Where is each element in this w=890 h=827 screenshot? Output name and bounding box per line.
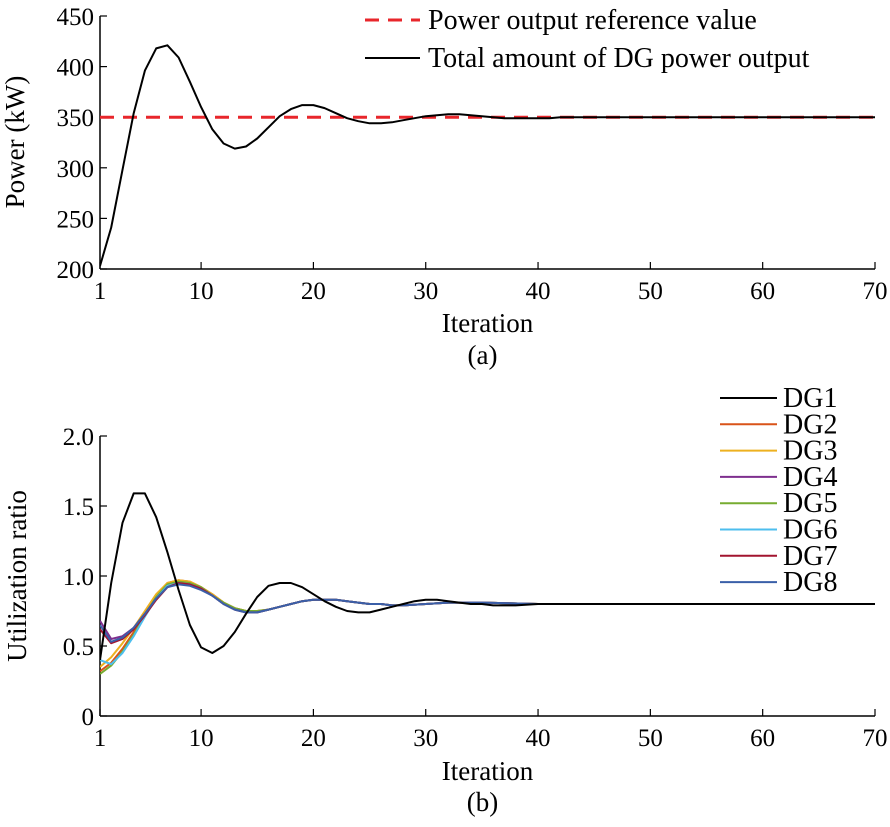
legend-label: DG7 [783,541,837,572]
x-tick-label: 1 [94,278,107,305]
x-tick-label: 10 [189,725,214,752]
panel-caption: (a) [468,340,498,370]
legend-label: DG3 [783,436,837,467]
y-tick-label: 300 [57,156,95,183]
x-axis-label: Iteration [442,308,534,338]
x-tick-label: 70 [863,725,888,752]
panel-caption: (b) [467,787,498,817]
x-tick-label: 10 [189,278,214,305]
series-line-total-amount-of-dg-power-output [100,44,875,267]
y-tick-label: 0 [82,704,95,731]
x-tick-label: 60 [750,725,775,752]
x-tick-label: 30 [413,725,438,752]
legend-label: DG8 [783,567,837,598]
x-tick-label: 40 [526,278,551,305]
x-tick-label: 1 [94,725,107,752]
y-tick-label: 400 [57,55,95,82]
series-line-dg2 [100,579,875,672]
legend: Power output reference value Total amount… [365,5,810,74]
x-tick-label: 20 [301,725,326,752]
series-line-dg7 [100,582,875,645]
series-line-dg5 [100,580,875,675]
series-line-dg1 [100,492,875,661]
series-line-dg4 [100,582,875,640]
series-group [100,44,875,267]
legend-label: DG5 [783,488,837,519]
y-tick-label: 1.0 [63,564,94,591]
x-tick-label: 60 [750,278,775,305]
legend-label: Power output reference value [428,5,757,36]
x-tick-label: 20 [301,278,326,305]
series-line-dg6 [100,582,875,666]
legend-label: DG1 [783,383,837,414]
series-line-dg3 [100,579,875,668]
y-tick-label: 2.0 [63,424,94,451]
y-tick-label: 200 [57,257,95,284]
y-tick-label: 250 [57,206,95,233]
series-line-dg8 [100,583,875,643]
x-tick-label: 70 [863,278,888,305]
x-tick-label: 50 [638,725,663,752]
x-tick-label: 50 [638,278,663,305]
panel-b: 1 10 20 30 40 50 60 70 0 0.5 1.0 1.5 2.0 Iteration Uti… [2,383,888,817]
y-tick-label: 1.5 [63,494,94,521]
panel-a: 1 10 20 30 40 50 60 70 200 250 300 350 400 450 Iterati… [0,4,888,370]
y-axis-label: Power (kW) [0,76,30,209]
y-axis-label: Utilization ratio [2,490,32,662]
x-tick-label: 40 [526,725,551,752]
series-group [100,492,875,675]
legend-label: DG2 [783,409,837,440]
legend-label: DG6 [783,515,837,546]
x-tick-label: 30 [413,278,438,305]
x-axis-label: Iteration [442,756,534,786]
y-tick-label: 450 [57,4,95,31]
y-tick-label: 350 [57,105,95,132]
y-tick-label: 0.5 [63,634,94,661]
legend-label: DG4 [783,462,837,493]
legend-label: Total amount of DG power output [428,43,810,74]
